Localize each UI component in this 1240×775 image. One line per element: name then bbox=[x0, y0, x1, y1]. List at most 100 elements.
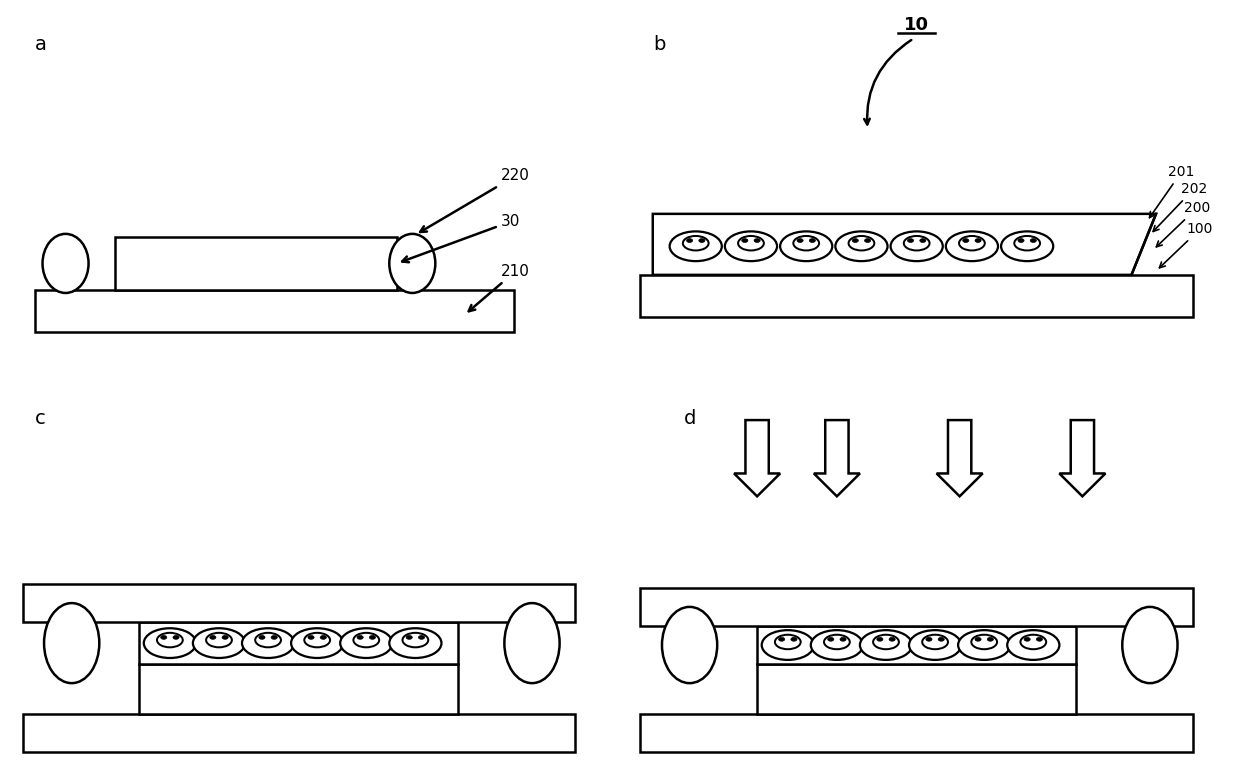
Ellipse shape bbox=[959, 236, 985, 250]
Ellipse shape bbox=[259, 636, 265, 639]
Ellipse shape bbox=[923, 635, 949, 649]
Bar bbox=[641, 714, 1193, 752]
Ellipse shape bbox=[909, 630, 961, 660]
Ellipse shape bbox=[889, 637, 895, 641]
Ellipse shape bbox=[407, 636, 413, 639]
Ellipse shape bbox=[825, 635, 849, 649]
Text: c: c bbox=[35, 408, 46, 428]
Ellipse shape bbox=[794, 236, 820, 250]
Ellipse shape bbox=[864, 239, 870, 243]
Ellipse shape bbox=[1037, 637, 1043, 641]
Ellipse shape bbox=[775, 635, 801, 649]
Ellipse shape bbox=[877, 637, 883, 641]
Ellipse shape bbox=[670, 232, 722, 261]
Ellipse shape bbox=[157, 633, 182, 647]
Ellipse shape bbox=[308, 636, 314, 639]
Ellipse shape bbox=[1021, 635, 1047, 649]
Ellipse shape bbox=[193, 629, 246, 658]
Ellipse shape bbox=[662, 607, 717, 683]
Ellipse shape bbox=[975, 239, 981, 243]
Ellipse shape bbox=[206, 633, 232, 647]
Ellipse shape bbox=[975, 637, 981, 641]
Ellipse shape bbox=[780, 232, 832, 261]
Ellipse shape bbox=[839, 637, 846, 641]
Text: 202: 202 bbox=[1153, 182, 1207, 232]
Text: 210: 210 bbox=[469, 264, 531, 312]
Ellipse shape bbox=[161, 636, 167, 639]
Ellipse shape bbox=[222, 636, 228, 639]
Ellipse shape bbox=[505, 603, 559, 683]
Ellipse shape bbox=[908, 239, 914, 243]
Bar bbox=[758, 664, 1076, 714]
Ellipse shape bbox=[890, 232, 942, 261]
Ellipse shape bbox=[320, 636, 326, 639]
Ellipse shape bbox=[291, 629, 343, 658]
Text: 220: 220 bbox=[420, 168, 531, 232]
Ellipse shape bbox=[848, 236, 874, 250]
Ellipse shape bbox=[699, 239, 704, 243]
Ellipse shape bbox=[811, 630, 863, 660]
Text: 100: 100 bbox=[1159, 222, 1213, 268]
Ellipse shape bbox=[836, 232, 888, 261]
Ellipse shape bbox=[45, 603, 99, 683]
Ellipse shape bbox=[1024, 637, 1030, 641]
Ellipse shape bbox=[353, 633, 379, 647]
Ellipse shape bbox=[791, 637, 797, 641]
Text: d: d bbox=[683, 408, 696, 428]
Ellipse shape bbox=[779, 637, 785, 641]
Ellipse shape bbox=[987, 637, 993, 641]
Ellipse shape bbox=[389, 234, 435, 293]
Ellipse shape bbox=[389, 629, 441, 658]
Ellipse shape bbox=[920, 239, 926, 243]
Ellipse shape bbox=[797, 239, 804, 243]
Bar bbox=[641, 275, 1193, 317]
Ellipse shape bbox=[272, 636, 278, 639]
Ellipse shape bbox=[738, 236, 764, 250]
Bar bbox=[641, 587, 1193, 626]
Ellipse shape bbox=[852, 239, 858, 243]
Text: 10: 10 bbox=[904, 16, 929, 33]
Ellipse shape bbox=[959, 630, 1011, 660]
Ellipse shape bbox=[683, 236, 708, 250]
Ellipse shape bbox=[172, 636, 179, 639]
Ellipse shape bbox=[418, 636, 424, 639]
Ellipse shape bbox=[859, 630, 913, 660]
FancyArrow shape bbox=[1059, 420, 1105, 496]
Ellipse shape bbox=[904, 236, 930, 250]
Bar bbox=[139, 622, 459, 664]
Ellipse shape bbox=[1030, 239, 1037, 243]
Ellipse shape bbox=[754, 239, 760, 243]
Ellipse shape bbox=[340, 629, 392, 658]
Ellipse shape bbox=[962, 239, 968, 243]
Bar bbox=[22, 714, 575, 752]
Ellipse shape bbox=[1122, 607, 1178, 683]
Ellipse shape bbox=[939, 637, 945, 641]
Ellipse shape bbox=[403, 633, 428, 647]
Ellipse shape bbox=[687, 239, 693, 243]
Polygon shape bbox=[652, 214, 1156, 275]
Ellipse shape bbox=[304, 633, 330, 647]
Ellipse shape bbox=[42, 234, 88, 293]
Ellipse shape bbox=[946, 232, 998, 261]
Ellipse shape bbox=[926, 637, 932, 641]
Ellipse shape bbox=[725, 232, 777, 261]
Text: 30: 30 bbox=[402, 214, 521, 262]
Ellipse shape bbox=[1001, 232, 1053, 261]
FancyArrow shape bbox=[734, 420, 780, 496]
FancyArrow shape bbox=[813, 420, 859, 496]
Text: b: b bbox=[652, 35, 665, 53]
Ellipse shape bbox=[971, 635, 997, 649]
Text: 200: 200 bbox=[1157, 202, 1210, 247]
Ellipse shape bbox=[255, 633, 281, 647]
Ellipse shape bbox=[370, 636, 376, 639]
Ellipse shape bbox=[810, 239, 816, 243]
Ellipse shape bbox=[873, 635, 899, 649]
Ellipse shape bbox=[827, 637, 833, 641]
FancyArrow shape bbox=[936, 420, 982, 496]
Ellipse shape bbox=[210, 636, 216, 639]
Bar bbox=[22, 584, 575, 622]
Ellipse shape bbox=[242, 629, 294, 658]
Ellipse shape bbox=[742, 239, 748, 243]
Bar bbox=[139, 664, 459, 714]
Bar bbox=[758, 626, 1076, 664]
